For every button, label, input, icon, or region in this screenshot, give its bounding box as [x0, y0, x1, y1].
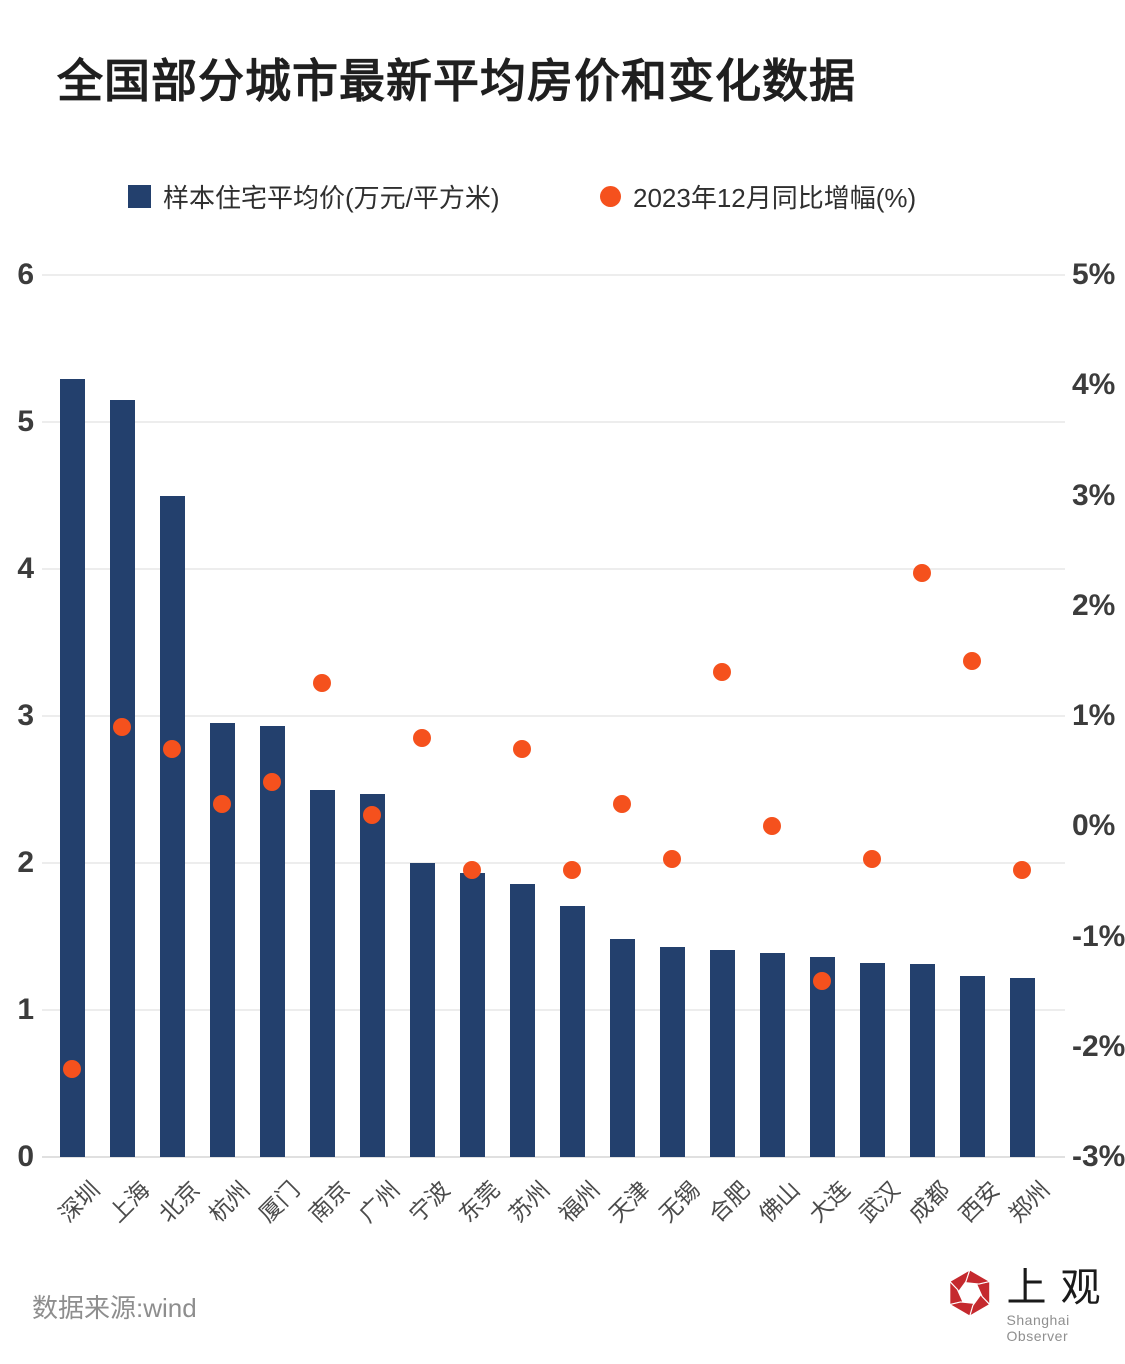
page-title: 全国部分城市最新平均房价和变化数据	[57, 55, 856, 107]
grid-line	[42, 1009, 1065, 1011]
city-label: 郑州	[1003, 1176, 1055, 1228]
left-axis-tick: 2	[17, 846, 34, 879]
right-axis-tick: 4%	[1072, 368, 1116, 402]
growth-dot-11	[563, 861, 581, 880]
city-label: 成都	[903, 1176, 955, 1228]
shanghai-observer-logo: 上观 Shanghai Observer	[945, 1266, 1125, 1344]
price-bar-17	[859, 962, 885, 1157]
grid-line	[42, 421, 1065, 423]
city-label: 佛山	[753, 1176, 805, 1228]
grid-line	[42, 274, 1065, 276]
price-bar-11	[559, 905, 585, 1157]
growth-dot-12	[613, 795, 631, 814]
price-bar-16	[809, 957, 835, 1157]
growth-dot-16	[813, 971, 831, 990]
city-label: 福州	[553, 1176, 605, 1228]
growth-dot-2	[113, 718, 131, 737]
price-bar-2	[109, 399, 135, 1157]
city-label: 上海	[103, 1176, 155, 1228]
left-axis-tick: 5	[17, 405, 34, 438]
price-bar-1	[59, 379, 85, 1157]
growth-dot-7	[363, 806, 381, 825]
price-bar-12	[609, 939, 635, 1157]
left-axis-tick: 0	[17, 1140, 34, 1173]
right-axis-tick: -1%	[1072, 919, 1125, 953]
legend-item-growth: 2023年12月同比增幅(%)	[600, 178, 916, 215]
left-axis-tick: 4	[17, 552, 34, 585]
logo-text-cn: 上观	[1006, 1266, 1115, 1310]
right-axis-tick: -3%	[1072, 1140, 1125, 1173]
city-label: 宁波	[403, 1176, 455, 1228]
growth-dot-9	[463, 861, 481, 880]
right-axis-tick: 1%	[1072, 699, 1116, 732]
city-label: 西安	[953, 1176, 1005, 1228]
price-bar-20	[1009, 977, 1035, 1157]
growth-dot-20	[1013, 861, 1031, 880]
city-label: 杭州	[203, 1176, 255, 1228]
price-bar-7	[359, 793, 385, 1157]
growth-dot-3	[163, 740, 181, 759]
growth-dot-17	[863, 850, 881, 869]
data-source-note: 数据来源:wind	[32, 1293, 197, 1323]
grid-line	[42, 862, 1065, 864]
city-label: 深圳	[53, 1176, 105, 1228]
right-axis-tick: -2%	[1072, 1029, 1125, 1063]
right-axis-tick: 3%	[1072, 478, 1116, 512]
right-axis-tick: 0%	[1072, 809, 1116, 843]
growth-dot-6	[313, 673, 331, 692]
price-bar-10	[509, 883, 535, 1157]
legend-item-price: 样本住宅平均价(万元/平方米)	[128, 178, 500, 215]
price-bar-8	[409, 863, 435, 1157]
price-bar-4	[209, 723, 235, 1157]
growth-dot-13	[663, 850, 681, 869]
city-label: 无锡	[653, 1176, 705, 1228]
growth-dot-10	[513, 740, 531, 759]
price-bar-13	[659, 946, 685, 1157]
price-bar-15	[759, 952, 785, 1157]
growth-dot-14	[713, 662, 731, 681]
legend-dot-icon	[600, 186, 621, 207]
logo-text-en: Shanghai Observer	[1006, 1312, 1070, 1344]
city-label: 合肥	[703, 1176, 755, 1228]
grid-line	[42, 715, 1065, 717]
price-bar-19	[959, 976, 985, 1157]
left-axis-tick: 6	[17, 258, 34, 291]
city-label: 苏州	[503, 1176, 555, 1228]
price-bar-3	[159, 495, 185, 1157]
price-bar-14	[709, 949, 735, 1157]
legend-square-icon	[128, 185, 151, 208]
grid-line	[42, 1156, 1065, 1158]
city-label: 天津	[603, 1176, 655, 1228]
city-label: 广州	[353, 1176, 405, 1228]
city-label: 南京	[303, 1176, 355, 1228]
left-axis-tick: 1	[17, 993, 34, 1026]
price-bar-9	[459, 873, 485, 1157]
city-label: 厦门	[253, 1176, 305, 1228]
growth-dot-15	[763, 817, 781, 836]
right-axis-tick: 5%	[1072, 258, 1116, 291]
grid-line	[42, 568, 1065, 570]
city-label: 大连	[803, 1176, 855, 1228]
price-bar-18	[909, 964, 935, 1157]
growth-dot-8	[413, 729, 431, 748]
city-label: 武汉	[853, 1176, 905, 1228]
growth-dot-5	[263, 773, 281, 792]
left-axis-tick: 3	[17, 699, 34, 732]
growth-dot-1	[63, 1059, 81, 1078]
legend-label-price: 样本住宅平均价(万元/平方米)	[163, 183, 500, 213]
city-label: 北京	[153, 1176, 205, 1228]
growth-dot-19	[963, 651, 981, 670]
city-label: 东莞	[453, 1176, 505, 1228]
growth-dot-18	[913, 563, 931, 582]
shanghai-observer-aperture-icon	[948, 1268, 992, 1318]
right-axis-tick: 2%	[1072, 588, 1116, 622]
price-bar-5	[259, 726, 285, 1157]
legend-label-growth: 2023年12月同比增幅(%)	[633, 183, 917, 213]
price-bar-6	[309, 789, 335, 1157]
growth-dot-4	[213, 795, 231, 814]
